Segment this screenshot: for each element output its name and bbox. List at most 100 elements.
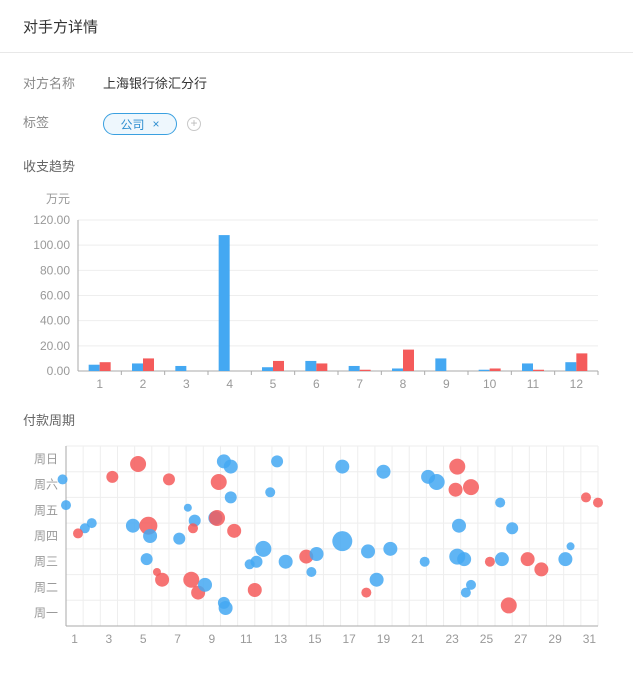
scatter-point-blue: [271, 455, 284, 468]
scatter-point-blue: [79, 523, 90, 534]
scatter-point-red: [534, 562, 549, 577]
scatter-point-blue: [369, 572, 384, 587]
scatter-point-red: [463, 479, 480, 496]
scatter-point-red: [227, 523, 242, 538]
scatter-point-blue: [332, 531, 353, 552]
scatter-point-blue: [495, 497, 506, 508]
x-tick-label: 11: [527, 377, 540, 391]
y-tick-label: 周日: [34, 452, 58, 466]
bar-blue: [88, 364, 100, 371]
x-tick-label: 3: [106, 632, 113, 646]
y-tick-label: 0.00: [47, 364, 71, 378]
x-tick-label: 7: [356, 377, 363, 391]
scatter-point-blue: [451, 518, 466, 533]
scatter-point-red: [448, 482, 463, 497]
scatter-point-blue: [558, 552, 573, 567]
scatter-point-blue: [255, 540, 272, 557]
scatter-point-blue: [309, 547, 324, 561]
x-tick-label: 8: [400, 377, 407, 391]
page-title: 对手方详情: [23, 19, 99, 36]
scatter-point-blue: [61, 500, 71, 511]
scatter-point-blue: [428, 474, 445, 490]
scatter-point-red: [155, 572, 170, 587]
scatter-point-red: [361, 587, 372, 598]
bar-red: [99, 362, 111, 371]
y-tick-label: 周六: [34, 478, 58, 492]
scatter-point-blue: [173, 532, 186, 545]
scatter-point-blue: [57, 474, 68, 485]
x-tick-label: 5: [270, 377, 277, 391]
cycle-section-title: 付款周期: [23, 413, 76, 428]
scatter-point-blue: [466, 579, 477, 590]
tag-company[interactable]: 公司 ×: [103, 113, 177, 135]
add-tag-icon[interactable]: +: [187, 117, 201, 131]
scatter-point-red: [73, 528, 84, 539]
y-tick-label: 周二: [34, 580, 58, 594]
scatter-point-blue: [506, 522, 519, 535]
x-tick-label: 4: [226, 377, 233, 391]
scatter-point-blue: [335, 459, 350, 474]
counterparty-name: 上海银行徐汇分行: [103, 76, 208, 91]
bar-red: [316, 363, 328, 371]
income-expense-bar-chart: 万元 0.00 20.00 40.00 60.00 80.00 100.00 120.00 1…: [33, 192, 599, 391]
scatter-point-red: [183, 571, 200, 588]
x-tick-label: 15: [308, 632, 322, 646]
trend-section-title: 收支趋势: [23, 159, 76, 174]
scatter-point-blue: [218, 601, 233, 615]
x-tick-label: 5: [140, 632, 147, 646]
bar-blue: [392, 368, 403, 371]
x-tick-label: 19: [377, 632, 391, 646]
close-icon[interactable]: ×: [152, 117, 160, 131]
scatter-point-blue: [457, 552, 472, 567]
scatter-point-blue: [383, 541, 398, 556]
bar-blue: [132, 363, 143, 371]
x-tick-label: 27: [514, 632, 528, 646]
tag-label: 公司: [120, 117, 145, 132]
bar-red: [533, 369, 544, 371]
x-tick-label: 3: [183, 377, 190, 391]
scatter-point-red: [247, 583, 262, 597]
scatter-point-blue: [125, 518, 140, 533]
scatter-point-red: [130, 456, 147, 472]
x-tick-label: 23: [445, 632, 459, 646]
scatter-point-blue: [306, 567, 317, 577]
x-tick-label: 29: [548, 632, 562, 646]
bar-red: [359, 369, 371, 371]
y-tick-label: 周四: [34, 529, 58, 543]
scatter-point-blue: [86, 518, 97, 529]
counterparty-label: 对方名称: [23, 76, 76, 91]
scatter-point-blue: [183, 503, 192, 512]
x-tick-label: 6: [313, 377, 320, 391]
bar-blue: [305, 360, 317, 371]
x-tick-label: 25: [480, 632, 494, 646]
y-tick-label: 周一: [34, 606, 58, 620]
x-tick-label: 7: [174, 632, 181, 646]
x-tick-label: 2: [140, 377, 147, 391]
x-tick-label: 13: [274, 632, 288, 646]
tags-label: 标签: [23, 115, 50, 130]
scatter-point-blue: [198, 577, 213, 592]
scatter-point-blue: [223, 459, 238, 474]
scatter-point-blue: [250, 555, 263, 568]
scatter-point-blue: [278, 554, 293, 569]
bar-blue: [478, 369, 490, 371]
y-tick-label: 40.00: [40, 314, 70, 328]
x-tick-label: 1: [96, 377, 103, 391]
bar-blue: [262, 367, 273, 371]
scatter-point-blue: [494, 552, 509, 567]
bar-blue: [218, 235, 230, 371]
bar-blue: [348, 365, 360, 371]
y-tick-label: 120.00: [33, 213, 70, 227]
x-tick-label: 12: [570, 377, 584, 391]
scatter-point-blue: [376, 464, 391, 479]
scatter-point-red: [106, 470, 119, 483]
scatter-point-red: [520, 552, 535, 567]
scatter-point-blue: [361, 544, 376, 559]
bar-red: [576, 353, 588, 371]
x-tick-label: 9: [209, 632, 216, 646]
bar-blue: [435, 358, 447, 371]
scatter-point-red: [162, 473, 175, 486]
scatter-point-blue: [224, 491, 237, 504]
scatter-point-red: [580, 492, 591, 503]
x-tick-label: 11: [240, 632, 253, 646]
